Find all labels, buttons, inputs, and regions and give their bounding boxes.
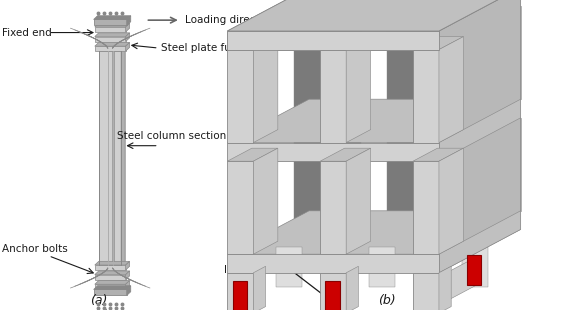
Polygon shape	[95, 261, 129, 265]
Text: (a): (a)	[90, 294, 108, 307]
Polygon shape	[99, 47, 125, 51]
Polygon shape	[126, 261, 129, 270]
Polygon shape	[95, 284, 126, 289]
Polygon shape	[108, 51, 113, 265]
Polygon shape	[94, 286, 130, 290]
Polygon shape	[126, 42, 129, 51]
Polygon shape	[467, 255, 481, 285]
Polygon shape	[94, 290, 126, 295]
Polygon shape	[325, 281, 340, 310]
Polygon shape	[227, 0, 521, 31]
Polygon shape	[227, 37, 278, 50]
Polygon shape	[346, 148, 371, 254]
Polygon shape	[227, 0, 521, 31]
Polygon shape	[495, 6, 521, 99]
Polygon shape	[126, 23, 129, 32]
Text: Steel column section: Steel column section	[117, 131, 226, 141]
Polygon shape	[276, 247, 302, 287]
Polygon shape	[346, 266, 358, 310]
Polygon shape	[387, 140, 454, 232]
Polygon shape	[95, 27, 126, 32]
Polygon shape	[227, 31, 439, 50]
Text: Fixed end: Fixed end	[2, 28, 52, 38]
Polygon shape	[95, 265, 126, 270]
Polygon shape	[95, 42, 129, 46]
Polygon shape	[439, 211, 521, 273]
Polygon shape	[439, 0, 521, 273]
Polygon shape	[294, 140, 361, 232]
Polygon shape	[462, 247, 488, 287]
Text: Installed damper: Installed damper	[224, 265, 312, 275]
Polygon shape	[294, 28, 361, 121]
Polygon shape	[126, 281, 129, 289]
Polygon shape	[227, 273, 253, 310]
Polygon shape	[121, 47, 125, 265]
Polygon shape	[126, 33, 129, 42]
Polygon shape	[95, 281, 129, 284]
Polygon shape	[439, 99, 521, 161]
Text: (b): (b)	[378, 294, 396, 307]
Polygon shape	[346, 37, 371, 143]
Polygon shape	[94, 16, 130, 20]
Polygon shape	[320, 148, 371, 161]
Text: Anchor bolts: Anchor bolts	[2, 244, 68, 254]
Polygon shape	[320, 37, 371, 50]
Polygon shape	[413, 148, 463, 161]
Polygon shape	[320, 161, 346, 254]
Polygon shape	[413, 161, 439, 254]
Polygon shape	[227, 99, 521, 143]
Polygon shape	[227, 161, 253, 254]
Polygon shape	[320, 273, 346, 310]
Polygon shape	[233, 281, 247, 310]
Polygon shape	[253, 148, 278, 254]
Polygon shape	[320, 50, 346, 143]
Polygon shape	[227, 148, 278, 161]
Polygon shape	[413, 37, 463, 50]
Polygon shape	[95, 275, 126, 280]
Polygon shape	[95, 271, 129, 275]
Polygon shape	[402, 118, 428, 211]
Polygon shape	[413, 273, 439, 310]
Text: Steel plate fuse: Steel plate fuse	[161, 43, 242, 53]
Polygon shape	[95, 37, 126, 42]
Polygon shape	[227, 31, 439, 50]
Polygon shape	[253, 266, 266, 310]
Polygon shape	[495, 118, 521, 211]
Polygon shape	[95, 46, 126, 51]
Polygon shape	[227, 143, 439, 161]
Polygon shape	[387, 28, 454, 121]
Polygon shape	[253, 37, 278, 143]
Polygon shape	[126, 286, 130, 295]
Polygon shape	[227, 211, 521, 254]
Polygon shape	[402, 6, 428, 99]
Polygon shape	[126, 271, 129, 280]
Polygon shape	[439, 266, 451, 310]
Polygon shape	[113, 49, 115, 265]
Polygon shape	[439, 255, 480, 305]
Polygon shape	[99, 51, 121, 265]
Polygon shape	[309, 6, 335, 99]
Polygon shape	[227, 50, 253, 143]
Polygon shape	[439, 37, 463, 143]
Polygon shape	[95, 33, 129, 37]
Polygon shape	[413, 50, 439, 143]
Polygon shape	[439, 148, 463, 254]
Polygon shape	[227, 254, 439, 273]
Polygon shape	[95, 23, 129, 27]
Polygon shape	[108, 49, 115, 51]
Polygon shape	[309, 118, 335, 211]
Text: Loading direction: Loading direction	[185, 15, 276, 25]
Polygon shape	[94, 20, 126, 25]
Polygon shape	[369, 247, 395, 287]
Polygon shape	[126, 16, 130, 25]
